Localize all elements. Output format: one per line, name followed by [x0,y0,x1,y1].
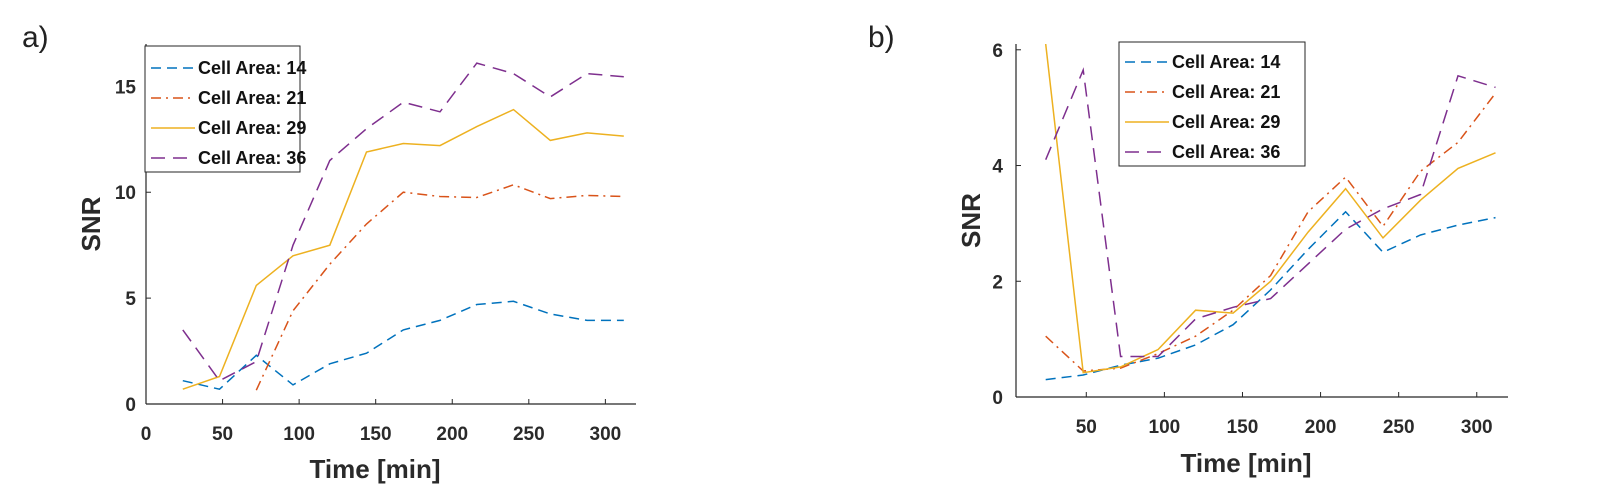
x-tick-label: 0 [141,424,152,445]
legend: Cell Area: 14 Cell Area: 21 Cell Area: 29 C… [144,45,306,173]
x-tick-label: 300 [1461,417,1493,438]
legend-entry: Cell Area: 14 [1172,52,1280,72]
x-tick-label: 200 [436,424,468,445]
x-tick-label: 300 [590,424,622,445]
legend-entry: Cell Area: 29 [198,118,306,138]
x-tick-label: 250 [513,424,545,445]
legend-entry: Cell Area: 21 [198,88,306,108]
x-axis-label: Time [min] [1181,448,1312,478]
x-tick-label: 100 [283,424,315,445]
y-tick-label: 2 [992,272,1003,293]
x-tick-label: 250 [1383,417,1415,438]
x-tick-label: 50 [1076,417,1097,438]
legend-entry: Cell Area: 36 [1172,142,1280,162]
y-tick-label: 4 [992,157,1003,178]
panel-a: a) 0 50 100 150 200 250 300 0 5 10 15 Time [min] SNR… [22,21,636,484]
series-line-3 [182,108,624,390]
y-axis-label: SNR [76,196,106,251]
legend-entry: Cell Area: 36 [198,148,306,168]
y-tick-label: 6 [992,41,1003,62]
series-line-1 [182,300,624,391]
y-tick-label: 0 [125,395,136,416]
series-line-3 [1044,44,1496,374]
legend: Cell Area: 14 Cell Area: 21 Cell Area: 29 C… [1118,41,1306,167]
series-line-4 [1045,67,1496,358]
y-tick-label: 15 [115,77,137,98]
x-axis-label: Time [min] [310,454,441,484]
series-line-1 [1045,210,1496,381]
x-tick-label: 50 [212,424,233,445]
legend-entry: Cell Area: 21 [1172,82,1280,102]
series-line-2 [1045,92,1497,372]
legend-entry: Cell Area: 14 [198,58,306,78]
legend-entry: Cell Area: 29 [1172,112,1280,132]
y-tick-label: 10 [115,183,136,204]
series-line-2 [255,184,624,391]
x-tick-label: 100 [1149,417,1181,438]
panel-b: b) 50 100 150 200 250 300 0 2 4 6 Time [min] SNR Cel… [868,21,1508,478]
panel-b-letter: b) [868,21,895,54]
x-tick-label: 150 [360,424,392,445]
legend-box [144,45,301,173]
panel-a-letter: a) [22,21,49,54]
y-tick-label: 5 [125,289,136,310]
y-tick-label: 0 [992,388,1003,409]
y-axis-label: SNR [956,193,986,248]
x-tick-label: 200 [1305,417,1337,438]
x-tick-label: 150 [1227,417,1259,438]
